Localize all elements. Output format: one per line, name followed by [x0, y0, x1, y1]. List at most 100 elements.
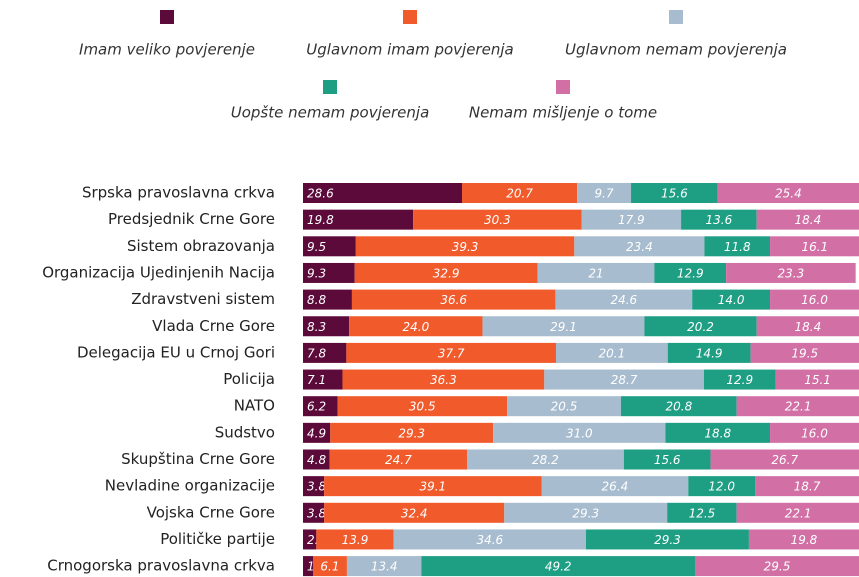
bar-segment	[303, 316, 350, 337]
bar-segment	[303, 289, 352, 310]
bar-segment	[586, 529, 749, 550]
value-label: 9.3	[307, 266, 326, 280]
value-label: 18.4	[794, 320, 821, 334]
bar-segment	[577, 183, 632, 203]
bar-segment	[555, 289, 693, 310]
bar-segment	[330, 422, 494, 443]
bar-segment	[736, 502, 859, 523]
bar-segment	[337, 396, 508, 417]
value-label: 18.7	[794, 480, 821, 494]
value-label: 24.0	[403, 320, 430, 334]
value-label: 11.8	[724, 240, 751, 254]
value-label: 18.4	[794, 213, 821, 227]
bar-segment	[770, 422, 859, 443]
value-label: 12.0	[708, 480, 735, 494]
bar-segment	[654, 262, 727, 283]
value-label: 19.5	[791, 346, 818, 360]
bar-segment	[541, 476, 689, 497]
value-label: 20.2	[687, 320, 714, 334]
value-label: 36.6	[440, 293, 467, 307]
value-label: 24.6	[610, 293, 637, 307]
value-label: 16.1	[801, 240, 828, 254]
bar-segment	[462, 183, 578, 203]
bar-segment	[581, 209, 682, 230]
value-label: 28.2	[532, 453, 559, 467]
legend-swatch	[556, 80, 570, 94]
bar-segment	[681, 209, 757, 230]
category-label: Skupština Crne Gore	[121, 450, 275, 468]
value-label: 8.8	[307, 293, 326, 307]
value-label: 29.3	[572, 506, 599, 520]
bar-segment	[324, 476, 542, 497]
bar-segment	[346, 342, 556, 363]
value-label: 20.8	[665, 400, 692, 414]
value-label: 36.3	[430, 373, 457, 387]
bar-segment	[316, 529, 394, 550]
bar-segment	[313, 556, 347, 577]
value-label: 3.8	[307, 480, 326, 494]
bar-segment	[303, 449, 330, 470]
legend-swatch	[323, 80, 337, 94]
bar-segment	[665, 422, 771, 443]
value-label: 23.4	[626, 240, 653, 254]
bar-segment	[303, 209, 414, 230]
value-label: 15.1	[804, 373, 831, 387]
category-label: Delegacija EU u Crnoj Gori	[77, 343, 275, 361]
value-label: 26.4	[602, 480, 629, 494]
bar-segment	[303, 422, 331, 443]
bar-segment	[694, 556, 859, 577]
value-label: 29.1	[550, 320, 577, 334]
value-label: 30.3	[484, 213, 511, 227]
bar-segment	[704, 236, 771, 257]
value-label: 3.8	[307, 506, 326, 520]
category-label: Crnogorska pravoslavna crkva	[47, 557, 275, 575]
bar-segment	[644, 316, 757, 337]
value-label: 26.7	[771, 453, 798, 467]
bar-segment	[770, 236, 859, 257]
value-label: 19.8	[791, 533, 818, 547]
bar-segment	[303, 476, 325, 497]
bar-segment	[493, 422, 666, 443]
legend-label: Uglavnom nemam povjerenja	[565, 41, 787, 59]
category-label: Sistem obrazovanja	[127, 237, 275, 255]
bar-segment	[413, 209, 582, 230]
value-label: 8.3	[307, 320, 326, 334]
value-label: 16.0	[801, 426, 828, 440]
bar-segment	[717, 183, 859, 203]
category-label: Nevladine organizacije	[105, 477, 275, 495]
value-label: 29.5	[764, 560, 791, 574]
bar-segment	[507, 396, 622, 417]
value-label: 29.3	[654, 533, 681, 547]
legend-label: Imam veliko povjerenje	[79, 41, 255, 59]
bar-segment	[303, 342, 347, 363]
value-label: 16.0	[801, 293, 828, 307]
value-label: 9.5	[307, 240, 326, 254]
value-label: 49.2	[545, 560, 572, 574]
category-label: Vojska Crne Gore	[147, 503, 275, 521]
category-label: Srpska pravoslavna crkva	[82, 184, 275, 202]
bar-segment	[775, 369, 859, 390]
bar-segment	[355, 236, 575, 257]
bar-segment	[770, 289, 859, 310]
value-label: 6.2	[307, 400, 326, 414]
bar-segment	[748, 529, 859, 550]
value-label: 12.9	[726, 373, 753, 387]
bar-segment	[467, 449, 624, 470]
bar-segment	[688, 476, 756, 497]
bar-segment	[303, 369, 343, 390]
bar-segment	[349, 316, 483, 337]
value-label: 6.1	[320, 560, 339, 574]
bar-segment	[726, 262, 856, 283]
bar-segment	[482, 316, 645, 337]
value-label: 7.8	[307, 346, 326, 360]
value-label: 29.3	[398, 426, 425, 440]
bar-segment	[756, 316, 859, 337]
value-label: 28.7	[611, 373, 638, 387]
bar-segment	[667, 342, 751, 363]
value-label: 24.7	[385, 453, 412, 467]
bar-segment	[303, 556, 314, 577]
value-label: 39.1	[419, 480, 446, 494]
value-label: 30.5	[409, 400, 436, 414]
value-label: 4.9	[307, 426, 326, 440]
value-label: 13.6	[706, 213, 733, 227]
